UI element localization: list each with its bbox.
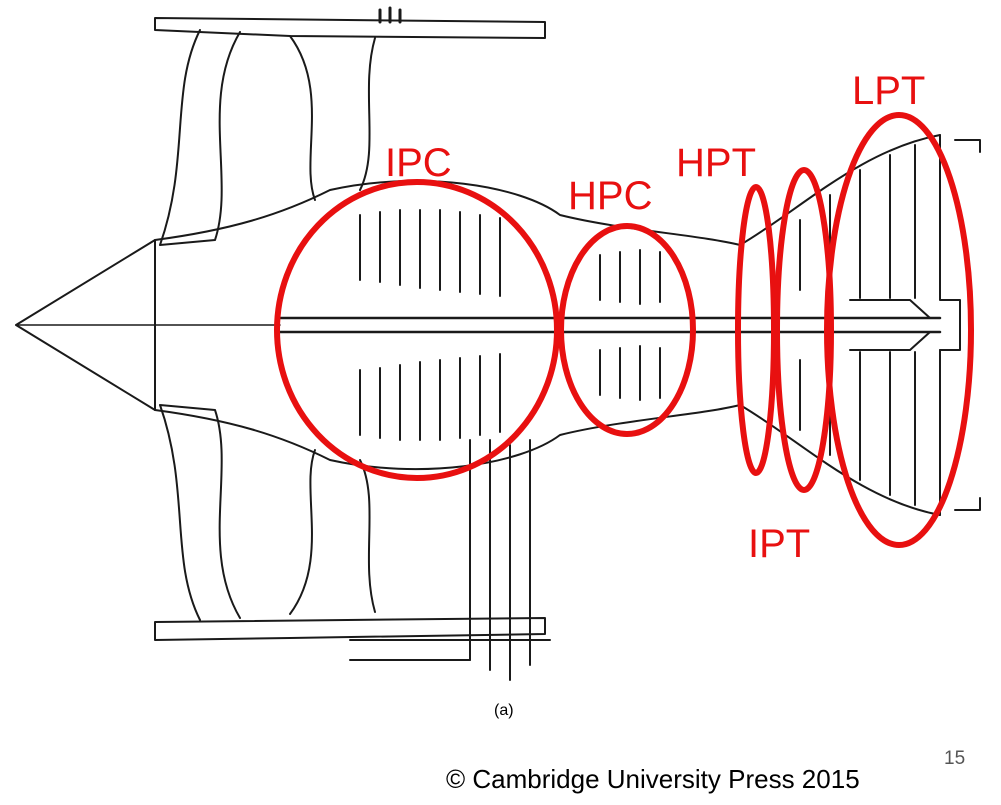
hpc-ellipse (558, 223, 696, 437)
ipt-ellipse (774, 167, 834, 493)
shaft (278, 316, 942, 334)
page-number: 15 (944, 748, 966, 769)
figure-caption: (a) (494, 702, 514, 719)
top-nacelle (154, 17, 546, 39)
lpt-label: LPT (852, 69, 926, 113)
ipc-ellipse (274, 179, 560, 481)
hpt-label: HPT (676, 141, 756, 185)
ipt-label: IPT (748, 522, 811, 566)
fan-blade-top (159, 29, 241, 246)
ipc-label: IPC (385, 141, 452, 185)
hpt-ellipse (735, 184, 777, 476)
hpc-label: HPC (568, 174, 653, 218)
copyright-notice: © Cambridge University Press 2015 (446, 764, 860, 794)
bottom-nacelle (154, 617, 546, 641)
fan-blade-bottom (159, 404, 241, 621)
lpt-ellipse (824, 112, 974, 548)
